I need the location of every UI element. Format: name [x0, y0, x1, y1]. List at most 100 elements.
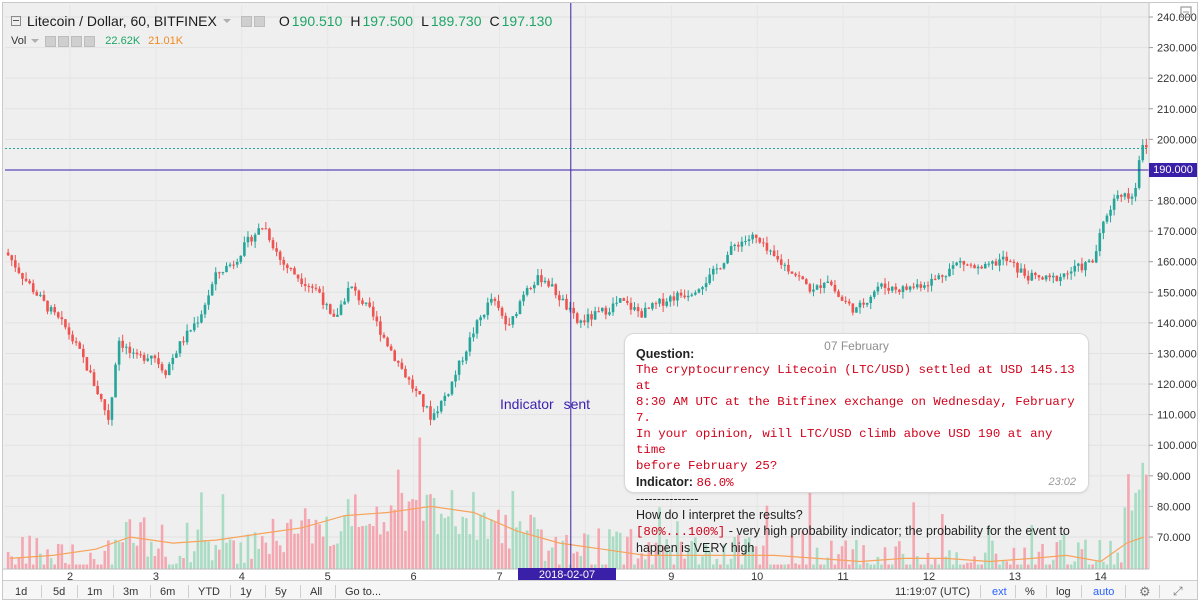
volume-bar: [189, 562, 192, 569]
candle-body: [21, 273, 24, 279]
candle-body: [532, 284, 536, 289]
range-1m-button[interactable]: 1m: [87, 586, 103, 598]
volume-bar: [500, 543, 504, 569]
candle-body: [729, 246, 733, 255]
extended-hours-toggle[interactable]: ext: [992, 586, 1007, 598]
fullscreen-icon[interactable]: [1180, 6, 1192, 18]
volume-bar: [1051, 559, 1055, 569]
range-5y-button[interactable]: 5y: [275, 586, 287, 598]
candle-body: [96, 385, 99, 395]
volume-bar: [160, 524, 164, 569]
candle-body: [608, 312, 611, 315]
candle-body: [10, 255, 14, 261]
auto-scale-toggle[interactable]: auto: [1093, 586, 1115, 598]
y-tick-label: 100.000: [1157, 440, 1197, 452]
candle-body: [1094, 251, 1098, 263]
range-ytd-button[interactable]: YTD: [198, 586, 220, 598]
candle-body: [686, 295, 690, 298]
close-icon[interactable]: [84, 35, 96, 47]
chevron-down-icon[interactable]: [222, 19, 231, 23]
volume-bar: [944, 556, 948, 569]
candle-body: [67, 327, 71, 335]
gear-icon[interactable]: ⚙: [1139, 584, 1151, 599]
settings-icon[interactable]: [253, 15, 265, 27]
volume-bar: [1080, 549, 1084, 569]
volume-bar: [375, 506, 379, 569]
candle-body: [830, 281, 833, 285]
volume-bar: [82, 564, 85, 569]
y-tick-label: 230.000: [1157, 43, 1197, 55]
range-3m-button[interactable]: 3m: [123, 586, 139, 598]
candle-body: [869, 296, 873, 303]
volume-bar: [729, 558, 733, 569]
popup-time: 23:02: [1048, 476, 1076, 488]
candle-body: [787, 264, 790, 272]
volume-bar: [1094, 561, 1098, 569]
volume-bar: [243, 562, 246, 569]
price-chart[interactable]: 240.000 230.000 220.000 210.000 200.000 190.0…: [3, 3, 1198, 600]
eye-icon[interactable]: [45, 35, 57, 47]
close-label: C: [489, 13, 500, 29]
range-6m-button[interactable]: 6m: [160, 586, 176, 598]
volume-bar: [361, 526, 364, 569]
settings-icon[interactable]: [58, 35, 70, 47]
candle-body: [747, 239, 751, 242]
volume-bar: [192, 551, 196, 569]
range-label: [80%...100%]: [636, 525, 726, 539]
candle-body: [389, 346, 393, 351]
candle-body: [1109, 209, 1112, 216]
candle-body: [822, 283, 826, 288]
candle-body: [966, 264, 969, 266]
candle-body: [354, 286, 357, 291]
candle-body: [941, 275, 944, 277]
candle-body: [554, 284, 558, 296]
chevron-down-icon[interactable]: [31, 39, 40, 43]
question-popup: 07 February Question: The cryptocurrency…: [624, 333, 1089, 555]
range-5d-button[interactable]: 5d: [53, 586, 66, 598]
candle-body: [146, 358, 150, 361]
candle-body: [74, 341, 78, 343]
range-1d-button[interactable]: 1d: [15, 586, 28, 598]
candle-body: [1069, 271, 1073, 274]
volume-bar: [844, 540, 847, 569]
candle-body: [912, 286, 915, 288]
range-1y-button[interactable]: 1y: [240, 586, 252, 598]
series-title[interactable]: Litecoin / Dollar, 60, BITFINEX: [27, 13, 217, 29]
price-axis[interactable]: 240.000 230.000 220.000 210.000 200.000 190.0…: [1148, 3, 1197, 569]
candle-body: [343, 301, 346, 305]
volume-bar: [611, 536, 615, 569]
volume-bar: [92, 558, 96, 569]
volume-bar: [894, 546, 898, 569]
candle-body: [39, 294, 42, 296]
percent-scale-toggle[interactable]: %: [1025, 586, 1035, 598]
range-all-button[interactable]: All: [310, 586, 323, 598]
volume-bar: [869, 564, 873, 569]
candle-body: [264, 228, 268, 230]
volume-bar: [479, 514, 482, 569]
candle-body: [658, 298, 661, 304]
volume-bar: [146, 556, 150, 569]
volume-title[interactable]: Vol: [11, 35, 27, 47]
volume-bar: [769, 564, 772, 569]
volume-bar: [711, 564, 715, 569]
collapse-legend-icon[interactable]: [11, 16, 21, 26]
candle-body: [386, 337, 389, 347]
candle-body: [615, 302, 618, 304]
add-icon[interactable]: [71, 35, 83, 47]
volume-bar: [762, 545, 765, 569]
candle-body: [321, 292, 325, 305]
candle-body: [153, 355, 157, 359]
candle-body: [1044, 275, 1048, 280]
candle-body: [697, 289, 701, 293]
volume-bar: [1134, 492, 1137, 569]
eye-icon[interactable]: [240, 15, 252, 27]
volume-bar: [103, 550, 107, 569]
volume-bar: [443, 518, 447, 569]
log-scale-toggle[interactable]: log: [1056, 586, 1071, 598]
volume-bar: [49, 558, 53, 569]
candle-body: [654, 303, 658, 305]
expand-icon[interactable]: ⤢: [1173, 584, 1183, 598]
goto-date-button[interactable]: Go to...: [345, 586, 382, 598]
candle-body: [901, 286, 905, 292]
volume-bar: [1087, 564, 1091, 569]
